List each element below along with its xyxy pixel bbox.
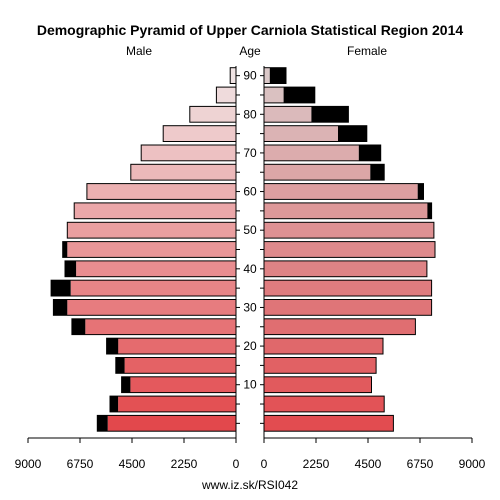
x-tick-label: 9000 — [459, 457, 486, 471]
male-bar — [163, 125, 236, 142]
male-bar — [70, 280, 236, 296]
x-tick-label: 2250 — [303, 457, 330, 471]
female-excess-bar — [269, 67, 286, 84]
male-excess-bar — [115, 357, 125, 374]
source-label: www.iz.sk/RSI042 — [201, 478, 298, 492]
female-excess-bar — [283, 87, 315, 103]
female-label: Female — [347, 44, 387, 58]
male-bar — [230, 67, 236, 84]
female-bar — [264, 396, 385, 412]
female-bar — [264, 299, 432, 316]
age-tick-label: 50 — [243, 223, 257, 237]
female-excess-bar — [358, 145, 381, 161]
age-tick-label: 80 — [243, 107, 257, 121]
female-bar — [264, 106, 312, 123]
x-tick-label: 4500 — [119, 457, 146, 471]
female-excess-bar — [427, 202, 432, 219]
age-tick-label: 70 — [243, 146, 257, 160]
female-excess-bar — [417, 183, 424, 200]
female-bar — [264, 87, 284, 103]
age-tick-label: 20 — [243, 339, 257, 353]
axes: 9000 6750 4500 2250 0 0 2250 4500 6750 9000 10 20 30… — [15, 66, 486, 471]
female-bar — [264, 318, 416, 335]
female-bar — [264, 202, 432, 219]
male-bar — [141, 145, 236, 161]
x-tick-label: 4500 — [355, 457, 382, 471]
x-tick-label: 6750 — [407, 457, 434, 471]
male-bar — [118, 396, 236, 412]
male-excess-bar — [110, 396, 119, 412]
female-bar — [264, 280, 432, 296]
male-bar — [86, 183, 237, 200]
male-excess-bar — [62, 241, 68, 258]
female-bar — [264, 67, 270, 84]
x-tick-label: 2250 — [171, 457, 198, 471]
female-bar — [264, 357, 377, 374]
male-excess-bar — [53, 299, 68, 316]
female-bar — [264, 241, 435, 258]
male-bar — [216, 87, 236, 103]
female-bar — [264, 222, 434, 239]
male-bar — [67, 222, 236, 239]
male-bar — [124, 357, 236, 374]
x-tick-label: 0 — [233, 457, 240, 471]
female-bar — [264, 183, 418, 200]
male-excess-bar — [65, 260, 77, 277]
male-excess-bar — [71, 318, 86, 335]
male-bar — [118, 338, 236, 354]
male-label: Male — [126, 44, 152, 58]
male-bar — [74, 202, 236, 219]
male-excess-bar — [106, 338, 119, 354]
male-bar — [67, 299, 236, 316]
age-tick-label: 10 — [243, 378, 257, 392]
female-bars — [263, 67, 436, 432]
age-tick-label: 60 — [243, 185, 257, 199]
female-bar — [264, 145, 359, 161]
male-bar — [107, 415, 236, 432]
male-excess-bar — [97, 415, 108, 432]
male-bar — [130, 164, 236, 181]
chart-title: Demographic Pyramid of Upper Carniola St… — [37, 22, 464, 38]
x-tick-label: 0 — [261, 457, 268, 471]
age-tick-label: 30 — [243, 300, 257, 314]
female-bar — [264, 125, 338, 142]
female-bar — [264, 415, 394, 432]
male-bars — [50, 67, 237, 432]
male-excess-bar — [121, 376, 131, 393]
female-bar — [264, 260, 427, 277]
male-excess-bar — [51, 280, 71, 296]
female-excess-bar — [311, 106, 349, 123]
male-bar — [76, 260, 236, 277]
female-bar — [264, 376, 372, 393]
male-bar — [189, 106, 236, 123]
age-label: Age — [239, 44, 261, 58]
female-bar — [264, 164, 371, 181]
female-excess-bar — [338, 125, 367, 142]
female-bar — [264, 338, 383, 354]
female-excess-bar — [370, 164, 385, 181]
male-bar — [130, 376, 236, 393]
x-tick-label: 6750 — [67, 457, 94, 471]
age-tick-label: 40 — [243, 262, 257, 276]
male-bar — [85, 318, 236, 335]
male-bar — [67, 241, 236, 258]
x-tick-label: 9000 — [15, 457, 42, 471]
age-tick-label: 90 — [243, 69, 257, 83]
